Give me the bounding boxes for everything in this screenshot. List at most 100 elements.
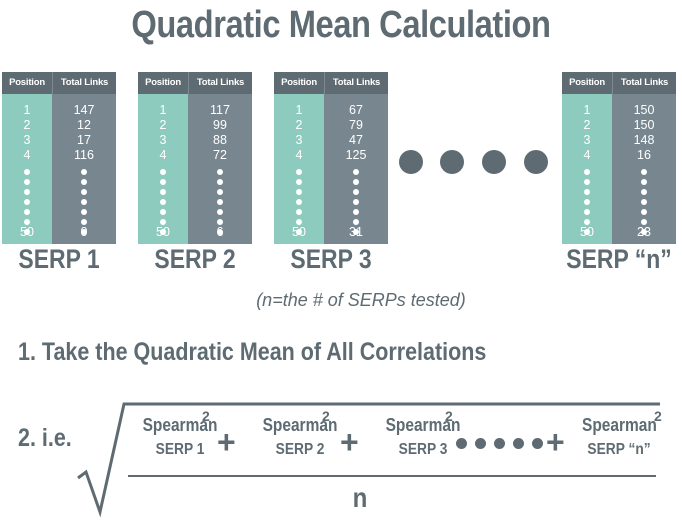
serp-table-n: Position Total Links 1 2 3 4 50 150 150 … xyxy=(562,72,676,244)
term-subscript: SERP 3 xyxy=(398,441,448,458)
links-cell: 12 xyxy=(77,118,91,132)
position-column: 1 2 3 4 50 xyxy=(562,94,612,244)
serp-label-3: SERP 3 xyxy=(290,244,372,274)
page-title: Quadratic Mean Calculation xyxy=(131,4,551,46)
position-cell: 3 xyxy=(159,133,167,147)
total-links-header: Total Links xyxy=(188,72,252,94)
ellipsis-dots xyxy=(641,169,647,239)
term-name: Spearman xyxy=(142,415,218,435)
step-one-heading: 1. Take the Quadratic Mean of All Correl… xyxy=(18,338,487,366)
plus-sign: + xyxy=(546,424,565,460)
ellipsis-dot xyxy=(494,438,505,449)
links-cell: 148 xyxy=(633,133,655,147)
ellipsis-dots xyxy=(81,169,87,239)
serp-label-2: SERP 2 xyxy=(154,244,236,274)
term-subscript: SERP 1 xyxy=(155,441,205,458)
ellipsis-dots xyxy=(217,169,223,239)
total-links-header: Total Links xyxy=(612,72,676,94)
links-cell: 116 xyxy=(74,148,94,162)
ellipsis-dots xyxy=(296,169,302,239)
serp-table-2: Position Total Links 1 2 3 4 50 117 99 8… xyxy=(138,72,252,244)
formula-term-n: Spearman SERP “n” xyxy=(582,414,657,460)
ellipsis-dot xyxy=(532,438,543,449)
links-cell: 16 xyxy=(637,148,651,162)
formula-term-1: Spearman SERP 1 xyxy=(134,414,227,460)
links-cell: 88 xyxy=(213,133,227,147)
position-cell: 1 xyxy=(583,103,591,117)
links-cell: 72 xyxy=(213,148,227,162)
ellipsis-dot xyxy=(513,438,524,449)
position-cell: 2 xyxy=(583,118,591,132)
exponent: 2 xyxy=(445,408,453,424)
ellipsis-dots xyxy=(24,169,30,239)
links-cell: 147 xyxy=(73,103,95,117)
position-header: Position xyxy=(2,72,52,94)
total-links-column: 147 12 17 116 0 xyxy=(52,94,116,244)
position-cell: 50 xyxy=(580,225,594,239)
ellipsis-dot xyxy=(440,150,464,174)
ellipsis-dot xyxy=(456,438,467,449)
total-links-header: Total Links xyxy=(52,72,116,94)
ellipsis-dots xyxy=(353,169,359,239)
exponent: 2 xyxy=(654,408,662,424)
term-name: Spearman xyxy=(582,415,657,435)
links-cell: 17 xyxy=(77,133,91,147)
links-cell: 150 xyxy=(633,118,655,132)
position-cell: 1 xyxy=(159,103,167,117)
note-text: (n=the # of SERPs tested) xyxy=(256,290,466,310)
links-cell: 125 xyxy=(345,148,367,162)
position-column: 1 2 3 4 50 xyxy=(138,94,188,244)
ellipsis-dot xyxy=(524,150,548,174)
position-cell: 50 xyxy=(156,225,170,239)
position-cell: 4 xyxy=(23,148,31,162)
links-cell: 117 xyxy=(210,103,230,117)
formula-term-2: Spearman SERP 2 xyxy=(254,414,347,460)
links-cell: 79 xyxy=(349,118,363,132)
serp-label-1: SERP 1 xyxy=(18,244,100,274)
plus-sign: + xyxy=(217,424,236,460)
serp-table-1: Position Total Links 1 2 3 4 50 147 12 1… xyxy=(2,72,116,244)
links-cell: 99 xyxy=(213,118,227,132)
position-header: Position xyxy=(562,72,612,94)
denominator: n xyxy=(352,482,368,513)
term-subscript: SERP 2 xyxy=(275,441,325,458)
links-cell: 67 xyxy=(349,103,363,117)
position-header: Position xyxy=(138,72,188,94)
exponent: 2 xyxy=(202,408,210,424)
plus-sign: + xyxy=(340,424,359,460)
term-name: Spearman xyxy=(385,415,461,435)
term-name: Spearman xyxy=(262,415,338,435)
links-cell: 47 xyxy=(349,133,363,147)
links-cell: 150 xyxy=(633,103,655,117)
step-two-label: 2. i.e. xyxy=(18,424,72,452)
ellipsis-dot xyxy=(482,150,506,174)
position-cell: 1 xyxy=(295,103,303,117)
serp-label-n: SERP “n” xyxy=(566,244,672,274)
formula-term-3: Spearman SERP 3 xyxy=(377,414,470,460)
ellipsis-dots xyxy=(160,169,166,239)
term-subscript: SERP “n” xyxy=(587,441,651,458)
position-cell: 1 xyxy=(23,103,31,117)
position-column: 1 2 3 4 50 xyxy=(2,94,52,244)
total-links-column: 117 99 88 72 6 xyxy=(188,94,252,244)
total-links-header: Total Links xyxy=(324,72,388,94)
position-cell: 4 xyxy=(295,148,303,162)
position-cell: 3 xyxy=(583,133,591,147)
links-cell: 23 xyxy=(637,225,651,239)
total-links-column: 150 150 148 16 23 xyxy=(612,94,676,244)
position-header: Position xyxy=(274,72,324,94)
position-cell: 50 xyxy=(292,225,306,239)
position-column: 1 2 3 4 50 xyxy=(274,94,324,244)
ellipsis-dot xyxy=(399,150,423,174)
ellipsis-dot xyxy=(475,438,486,449)
links-cell: 31 xyxy=(349,225,363,239)
position-cell: 4 xyxy=(583,148,591,162)
position-cell: 3 xyxy=(23,133,31,147)
position-cell: 2 xyxy=(159,118,167,132)
position-cell: 2 xyxy=(295,118,303,132)
links-cell: 6 xyxy=(216,225,224,239)
ellipsis-dots xyxy=(584,169,590,239)
position-cell: 50 xyxy=(20,225,34,239)
total-links-column: 67 79 47 125 31 xyxy=(324,94,388,244)
